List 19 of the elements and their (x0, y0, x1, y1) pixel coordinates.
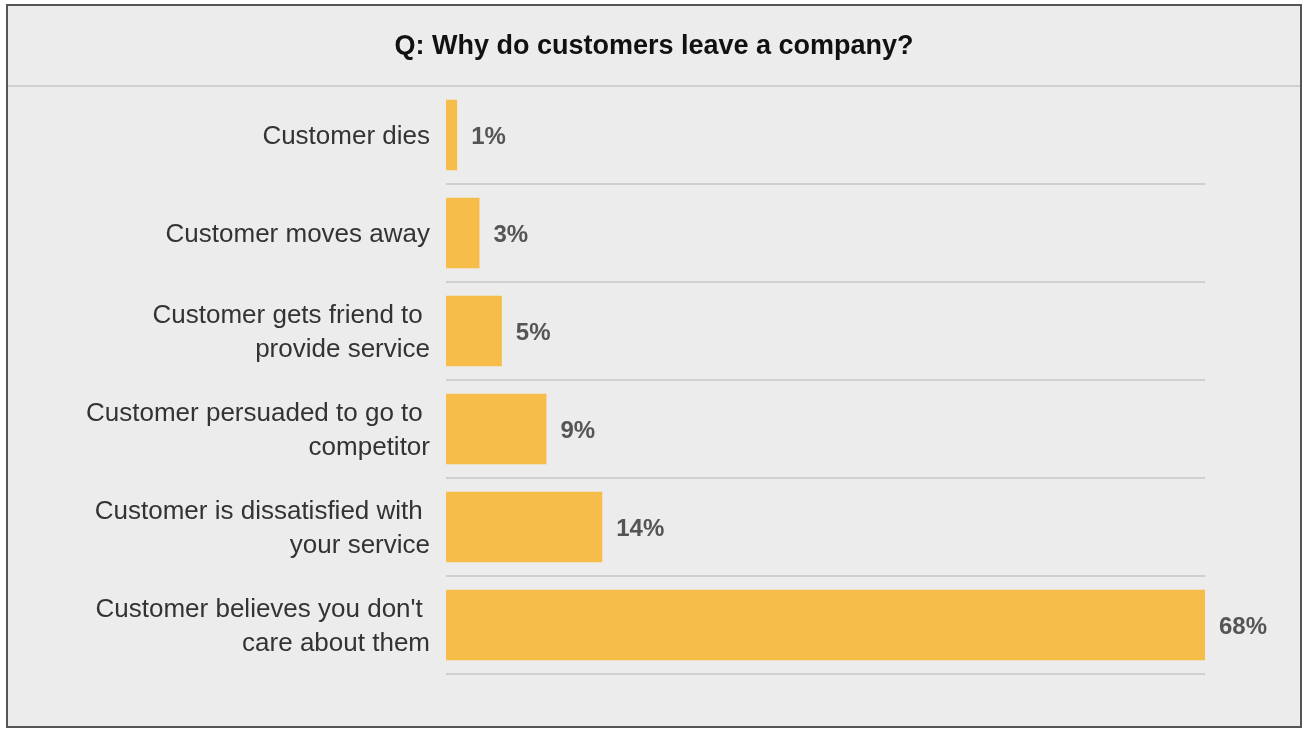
data-label: 3% (493, 219, 529, 247)
data-label: 1% (471, 121, 506, 149)
data-label: 9% (560, 415, 596, 443)
data-label: 14% (616, 513, 665, 541)
y-tick-label: Customer gets friend to provide service (152, 299, 430, 363)
bar (446, 589, 1205, 661)
bar (446, 295, 502, 367)
data-label: 5% (515, 317, 551, 345)
y-tick-label: Customer is dissatisfied with your service (94, 495, 430, 559)
y-tick-label: Customer moves away (165, 218, 430, 248)
y-tick-label: Customer persuaded to go to competitor (86, 397, 431, 461)
bar (446, 393, 547, 465)
data-label: 68% (1219, 611, 1268, 639)
y-tick-label: Customer believes you don't care about them (95, 593, 430, 657)
y-tick-label: Customer dies (262, 120, 430, 150)
bar (446, 491, 603, 563)
bar (446, 99, 458, 171)
chart-title: Q: Why do customers leave a company? (394, 29, 914, 60)
bar (446, 197, 480, 269)
